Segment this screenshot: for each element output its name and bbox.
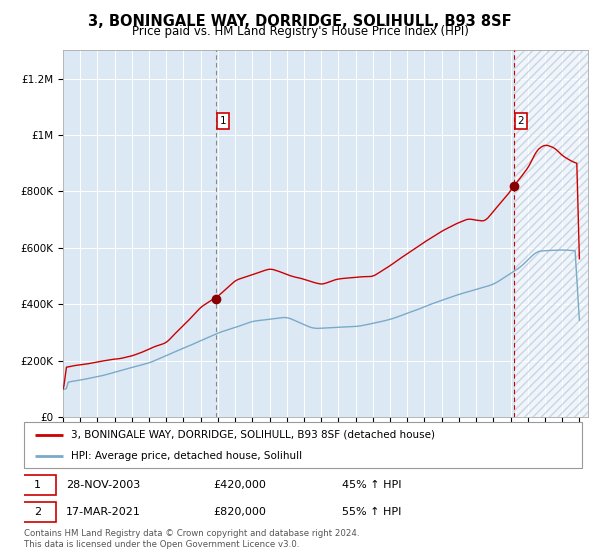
Text: £820,000: £820,000 [214,507,266,517]
Text: 1: 1 [220,116,226,126]
Text: Price paid vs. HM Land Registry's House Price Index (HPI): Price paid vs. HM Land Registry's House … [131,25,469,38]
Text: £420,000: £420,000 [214,480,266,490]
Text: 3, BONINGALE WAY, DORRIDGE, SOLIHULL, B93 8SF: 3, BONINGALE WAY, DORRIDGE, SOLIHULL, B9… [88,14,512,29]
Text: Contains HM Land Registry data © Crown copyright and database right 2024.
This d: Contains HM Land Registry data © Crown c… [24,529,359,549]
Text: 1: 1 [34,480,41,490]
Text: 2: 2 [518,116,524,126]
Text: 2: 2 [34,507,41,517]
Text: 17-MAR-2021: 17-MAR-2021 [66,507,141,517]
Text: 3, BONINGALE WAY, DORRIDGE, SOLIHULL, B93 8SF (detached house): 3, BONINGALE WAY, DORRIDGE, SOLIHULL, B9… [71,430,436,440]
Text: 28-NOV-2003: 28-NOV-2003 [66,480,140,490]
Text: 45% ↑ HPI: 45% ↑ HPI [342,480,401,490]
FancyBboxPatch shape [19,502,56,522]
Text: 55% ↑ HPI: 55% ↑ HPI [342,507,401,517]
Text: HPI: Average price, detached house, Solihull: HPI: Average price, detached house, Soli… [71,451,302,461]
FancyBboxPatch shape [24,422,582,468]
FancyBboxPatch shape [19,475,56,495]
Bar [514,50,588,417]
